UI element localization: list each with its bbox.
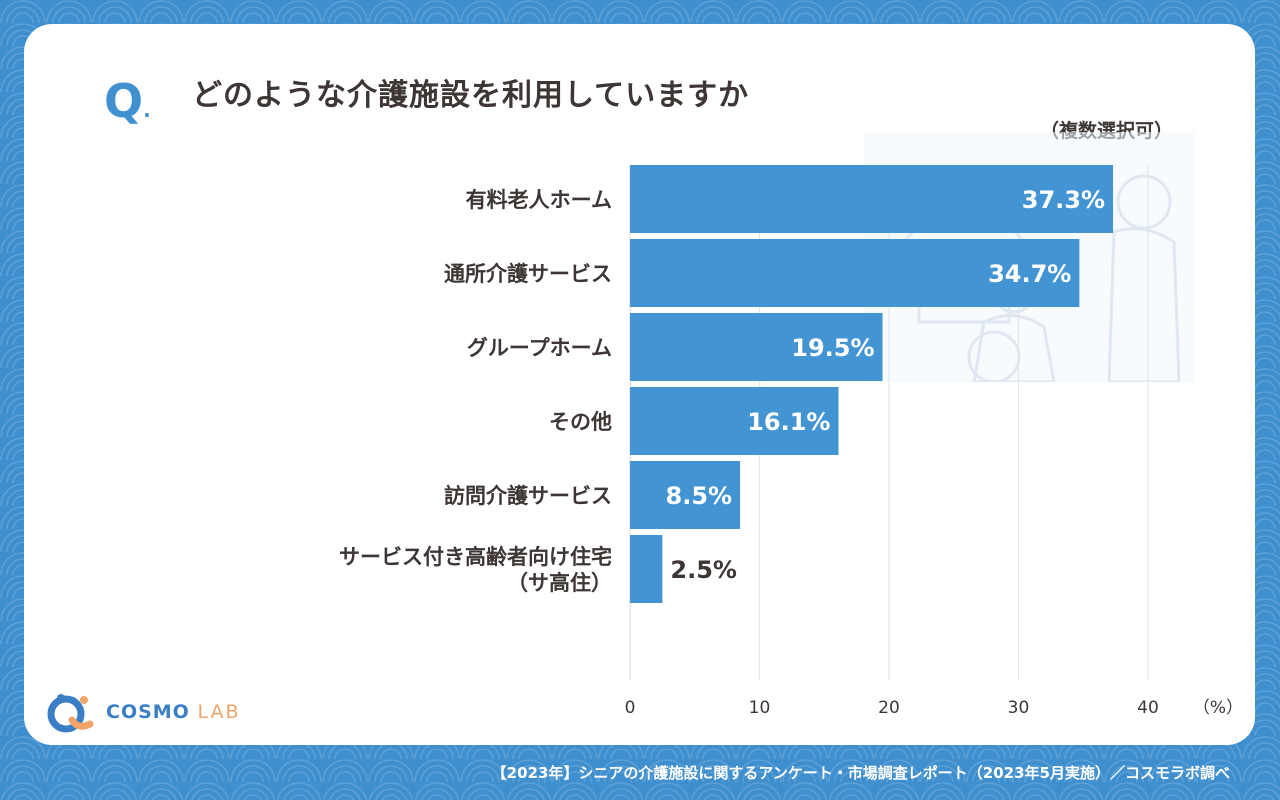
bar-value-label: 2.5% [670, 556, 737, 584]
category-label: 訪問介護サービス [444, 484, 612, 508]
question-letter: Q [104, 74, 144, 128]
bar [630, 239, 1080, 307]
bar-value-label: 8.5% [666, 482, 733, 510]
category-label-line: （サ高住） [507, 571, 612, 595]
bar-value-label: 16.1% [747, 408, 830, 436]
cosmo-lab-logo-icon [47, 694, 94, 733]
bar [630, 535, 663, 603]
category-label: グループホーム [467, 336, 612, 360]
category-label: 有料老人ホーム [466, 188, 612, 212]
bar [630, 313, 883, 381]
x-tick-label: 40 [1137, 698, 1159, 718]
x-unit-label: （%） [1193, 698, 1243, 718]
x-tick-label: 0 [625, 698, 636, 718]
category-label-line: その他 [549, 410, 612, 434]
cosmo-lab-logo: COSMO LAB [46, 690, 241, 734]
source-footer: 【2023年】シニアの介護施設に関するアンケート・市場調査レポート（2023年5… [491, 764, 1230, 782]
logo-main-text: COSMO [106, 701, 190, 723]
logo-sub-text: LAB [197, 701, 241, 723]
category-label-line: 有料老人ホーム [466, 188, 612, 212]
bar [630, 165, 1114, 233]
bar-value-label: 34.7% [988, 260, 1071, 288]
x-tick-label: 20 [878, 698, 900, 718]
x-tick-label: 10 [749, 698, 771, 718]
bar [630, 387, 839, 455]
category-label-line: グループホーム [467, 336, 612, 360]
question-mark: Q. [104, 74, 151, 128]
x-tick-label: 30 [1008, 698, 1030, 718]
category-label-line: サービス付き高齢者向け住宅 [339, 545, 612, 569]
category-label: その他 [549, 410, 612, 434]
question-title: どのような介護施設を利用していますか [192, 78, 750, 113]
category-label: 通所介護サービス [444, 262, 612, 286]
category-label: サービス付き高齢者向け住宅（サ高住） [339, 545, 612, 595]
bar-value-label: 37.3% [1022, 186, 1105, 214]
category-label-line: 通所介護サービス [444, 262, 612, 286]
category-label-line: 訪問介護サービス [444, 484, 612, 508]
bar [630, 461, 741, 529]
question-dot: . [143, 98, 151, 122]
bar-value-label: 19.5% [791, 334, 874, 362]
